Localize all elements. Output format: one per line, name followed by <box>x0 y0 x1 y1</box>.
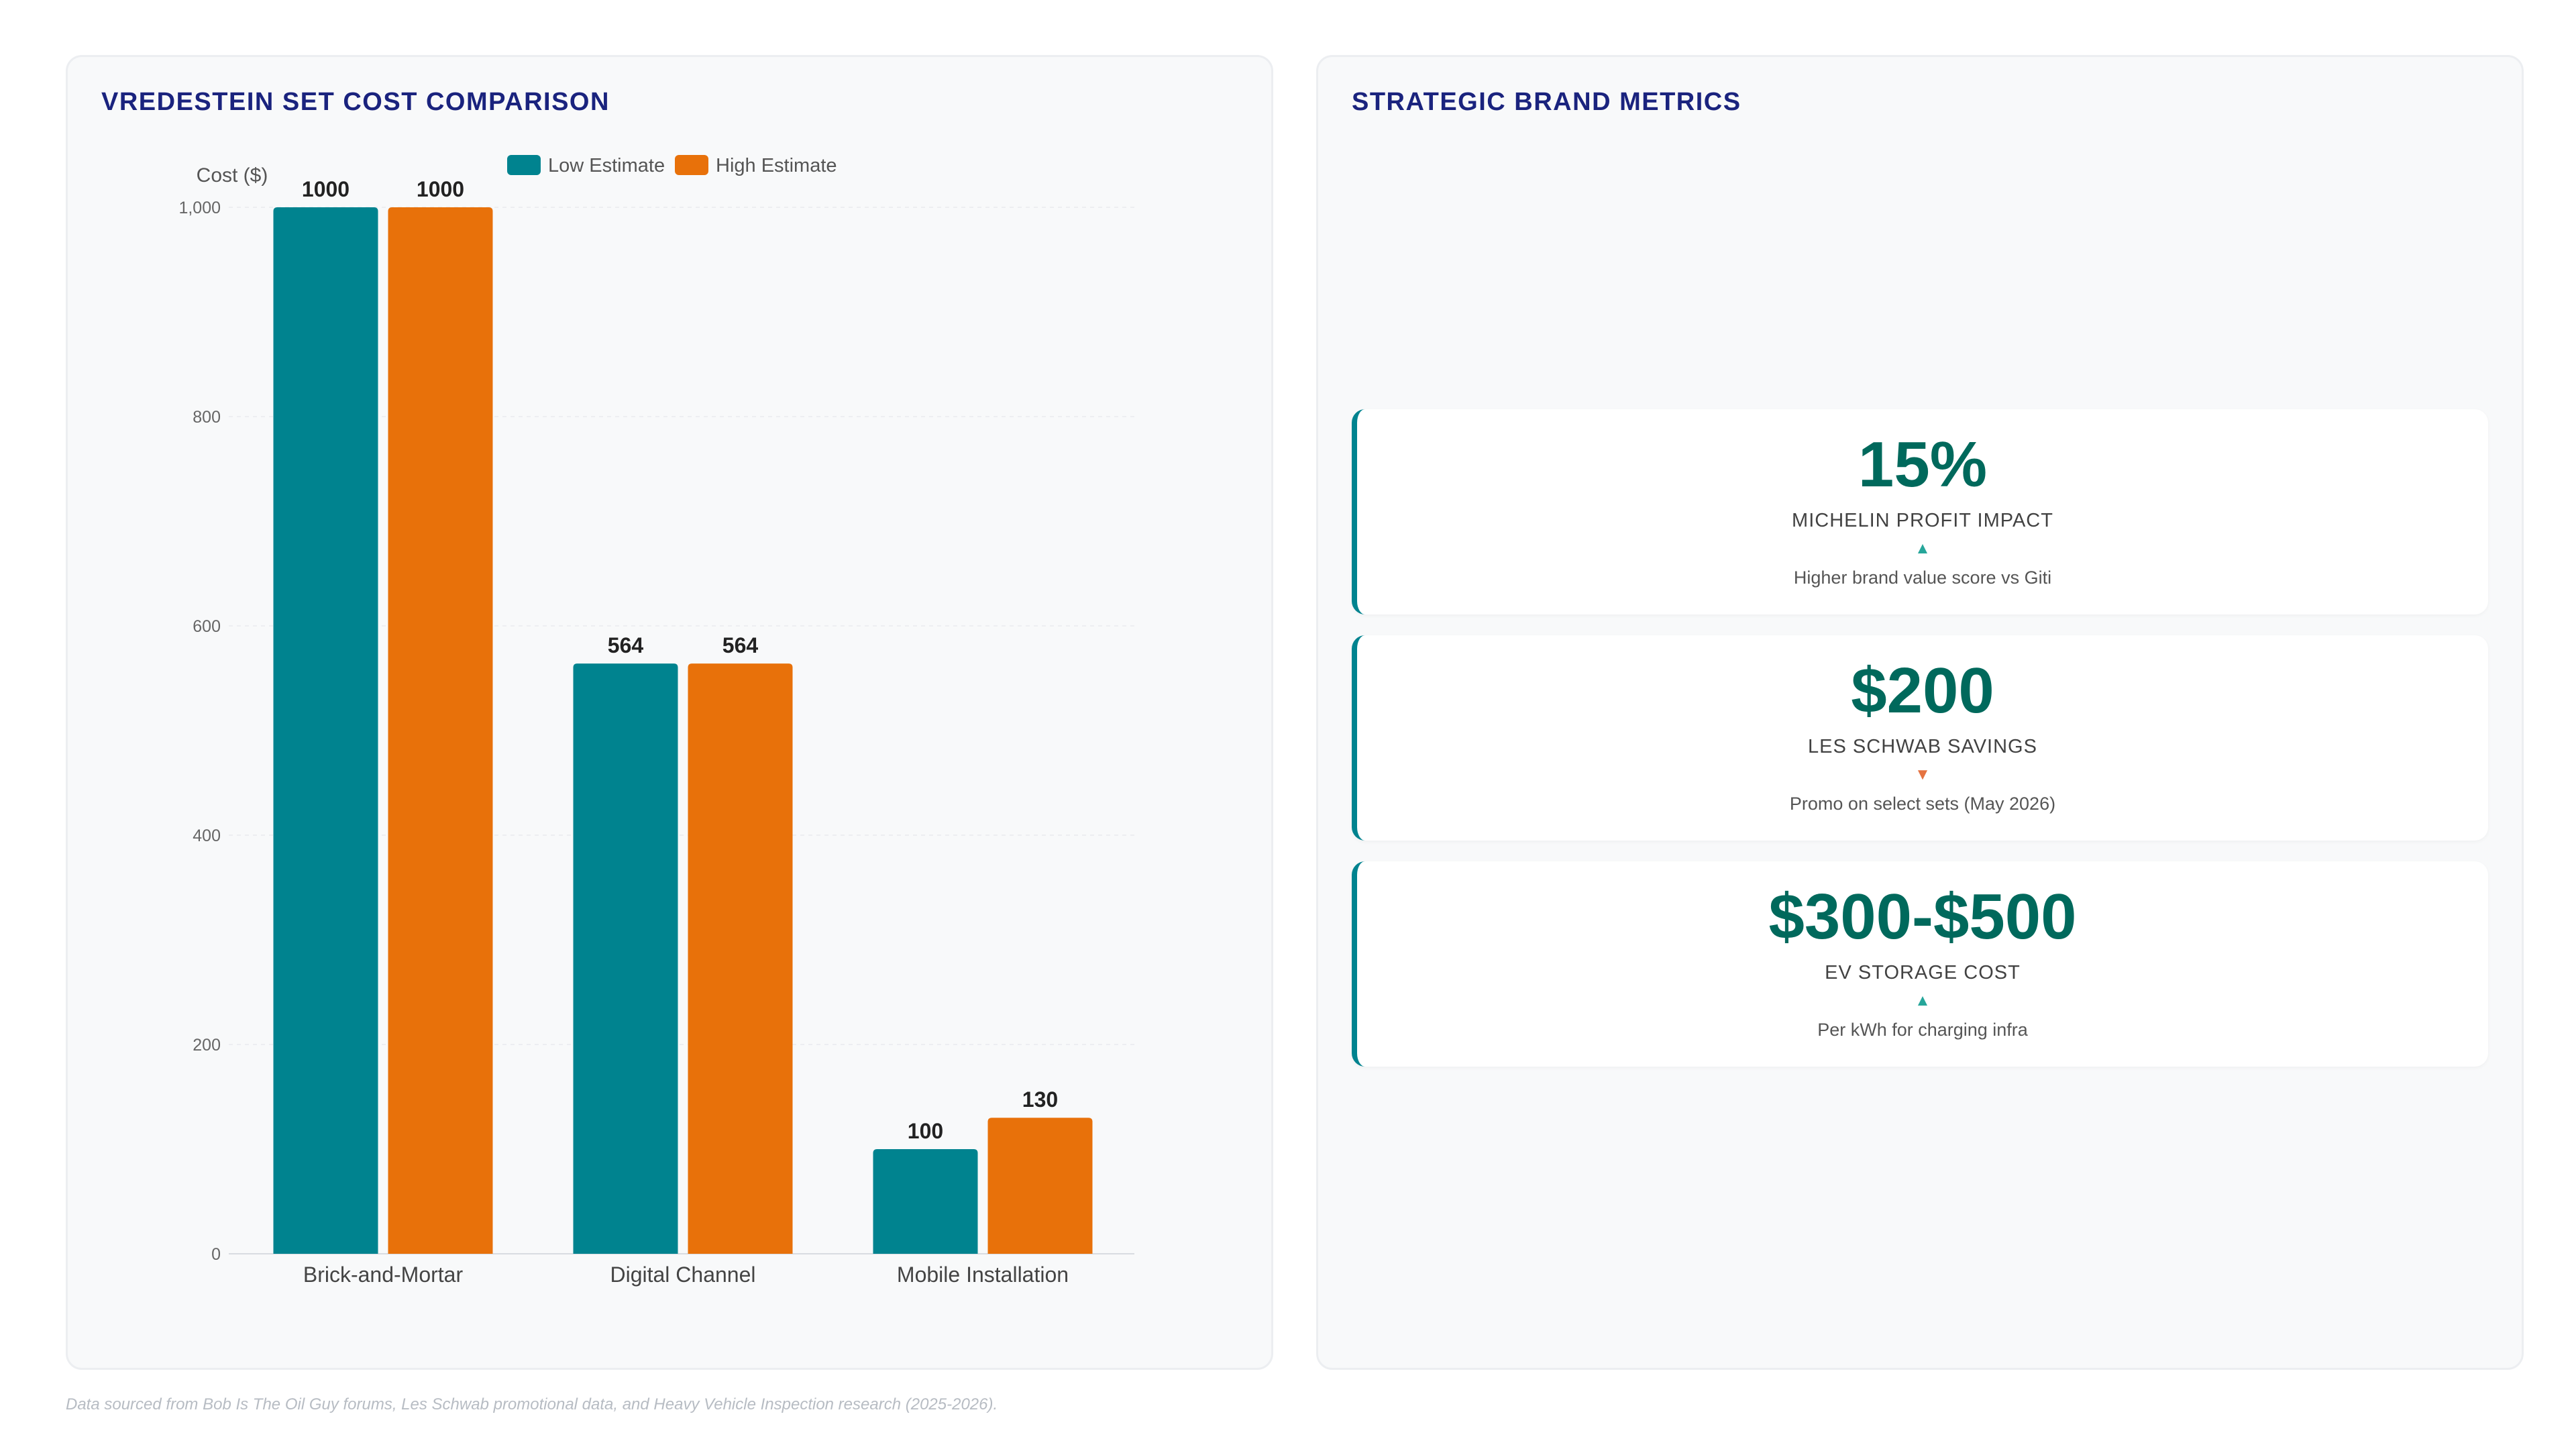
chart-title: VREDESTEIN SET COST COMPARISON <box>101 88 610 116</box>
bar-brick-and-mortar-high <box>388 207 493 1254</box>
legend-label-high: High Estimate <box>716 155 837 176</box>
data-label: 564 <box>722 633 759 657</box>
metrics-title: STRATEGIC BRAND METRICS <box>1352 88 1741 116</box>
legend-swatch-low <box>507 155 541 175</box>
x-tick-label: Brick-and-Mortar <box>303 1263 464 1287</box>
bar-mobile-installation-low <box>873 1149 978 1254</box>
bar-brick-and-mortar-low <box>273 207 378 1254</box>
data-label: 130 <box>1022 1087 1058 1112</box>
y-tick-label: 800 <box>193 408 221 427</box>
bar-chart: 0 200 400 600 800 1,000 Cost ($) Low Estimate Hi… <box>178 155 1134 1287</box>
y-tick-label: 1,000 <box>178 199 221 217</box>
data-label: 100 <box>908 1119 943 1143</box>
x-tick-label: Digital Channel <box>610 1263 755 1287</box>
metric-card-michelin: 15% MICHELIN PROFIT IMPACT ▲ Higher bran… <box>1352 409 2488 614</box>
metric-card-les-schwab: $200 LES SCHWAB SAVINGS ▼ Promo on selec… <box>1352 635 2488 841</box>
metric-subtext: Promo on select sets (May 2026) <box>1789 794 2056 814</box>
x-tick-label: Mobile Installation <box>897 1263 1069 1287</box>
data-label: 1000 <box>417 177 464 201</box>
data-label: 1000 <box>302 177 350 201</box>
metric-value: $200 <box>1851 655 1994 727</box>
metric-label: LES SCHWAB SAVINGS <box>1808 736 2037 757</box>
metric-card-ev-storage: $300-$500 EV STORAGE COST ▲ Per kWh for … <box>1352 861 2488 1067</box>
y-tick-label: 0 <box>211 1245 221 1264</box>
chart-panel: VREDESTEIN SET COST COMPARISON 0 200 400 60… <box>66 55 1273 1370</box>
trend-down-icon: ▼ <box>1915 765 1931 784</box>
bar-digital-channel-high <box>688 663 793 1254</box>
metric-subtext: Higher brand value score vs Giti <box>1793 568 2052 588</box>
metrics-panel: STRATEGIC BRAND METRICS 15% MICHELIN PRO… <box>1316 55 2524 1370</box>
y-tick-label: 200 <box>193 1036 221 1055</box>
footnote: Data sourced from Bob Is The Oil Guy for… <box>66 1395 998 1413</box>
metric-label: MICHELIN PROFIT IMPACT <box>1792 510 2053 531</box>
metric-value: 15% <box>1858 429 1988 500</box>
metric-label: EV STORAGE COST <box>1825 962 2021 983</box>
data-label: 564 <box>608 633 644 657</box>
legend-label-low: Low Estimate <box>548 155 665 176</box>
y-tick-label: 400 <box>193 826 221 845</box>
metric-value: $300-$500 <box>1768 881 2077 953</box>
y-axis-label: Cost ($) <box>197 164 268 186</box>
legend-swatch-high <box>675 155 708 175</box>
bar-mobile-installation-high <box>987 1118 1093 1254</box>
metric-subtext: Per kWh for charging infra <box>1817 1020 2028 1040</box>
bar-digital-channel-low <box>573 663 678 1254</box>
trend-up-icon: ▲ <box>1915 539 1931 557</box>
trend-up-icon: ▲ <box>1915 991 1931 1010</box>
y-tick-label: 600 <box>193 617 221 636</box>
